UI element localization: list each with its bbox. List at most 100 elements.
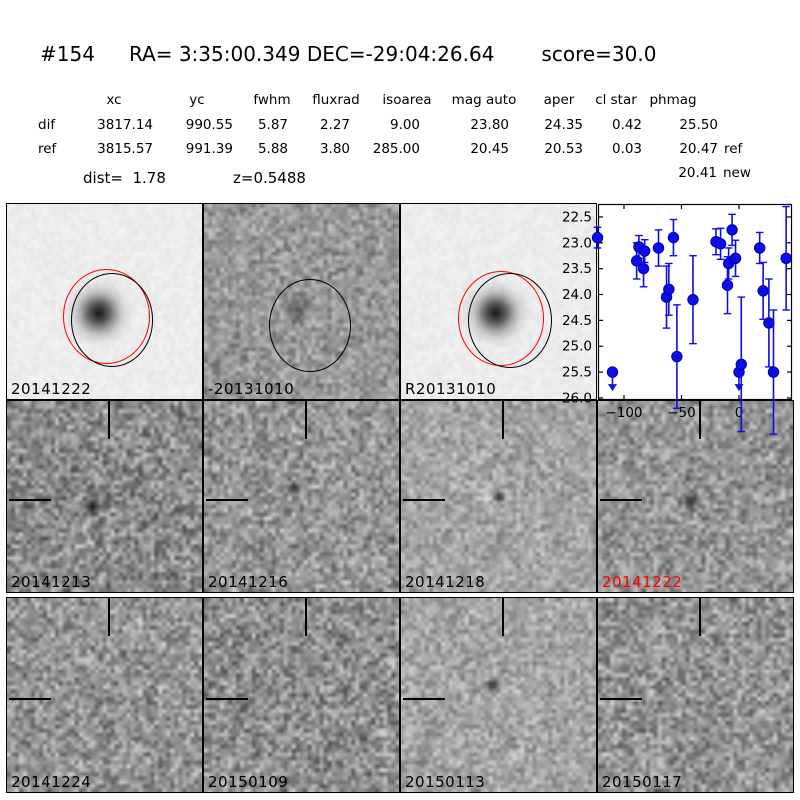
y-tick-label: 22.5 — [562, 209, 592, 225]
cell-dif-2: 5.87 — [258, 117, 288, 133]
y-tick-label: 24.5 — [562, 313, 592, 329]
cutout-image — [598, 401, 793, 592]
cutout-panel-row1--20131010: -20131010 — [203, 203, 400, 400]
cell-dif-1: 990.55 — [186, 117, 233, 133]
lightcurve-point — [672, 351, 682, 361]
row-label-dif: dif — [38, 117, 55, 133]
crosshair-tick-horizontal — [600, 698, 642, 700]
cutout-image — [401, 401, 596, 592]
cutout-label: -20131010 — [208, 380, 294, 398]
lightcurve-point — [754, 243, 764, 253]
cutout-label: 20141218 — [405, 573, 485, 591]
lightcurve-point — [730, 253, 740, 263]
cutout-panel-row2-20141213: 20141213 — [6, 400, 203, 593]
col-header-fwhm: fwhm — [253, 92, 290, 108]
cutout-panel-row3-20150109: 20150109 — [203, 597, 400, 793]
aperture-circle-black — [71, 273, 154, 367]
crosshair-tick-vertical — [108, 598, 110, 636]
redshift-value: z=0.5488 — [233, 169, 306, 187]
lightcurve-point — [639, 246, 649, 256]
aperture-circle-black — [468, 273, 552, 368]
cell-ref-2: 5.88 — [258, 141, 288, 157]
cell-dif-7: 0.42 — [612, 117, 642, 133]
crosshair-tick-vertical — [108, 401, 110, 439]
crosshair-tick-vertical — [502, 598, 504, 636]
cutout-panel-row1-20141222: 20141222 — [6, 203, 203, 400]
cell-ref-1: 991.39 — [186, 141, 233, 157]
lightcurve-point — [592, 232, 602, 242]
crosshair-tick-horizontal — [9, 499, 51, 501]
col-header-isoarea: isoarea — [382, 92, 431, 108]
cutout-image — [7, 401, 202, 592]
cell-dif-4: 9.00 — [390, 117, 420, 133]
cutout-panel-row2-20141216: 20141216 — [203, 400, 400, 593]
cutout-label: 20141216 — [208, 573, 288, 591]
lightcurve-point — [715, 239, 725, 249]
ra-value: RA= 3:35:00.349 — [129, 42, 301, 66]
cell-dif-3: 2.27 — [320, 117, 350, 133]
col-header-cl-star: cl star — [595, 92, 637, 108]
crosshair-tick-vertical — [699, 598, 701, 636]
crosshair-tick-horizontal — [600, 499, 642, 501]
cell-ref-6: 20.53 — [544, 141, 583, 157]
crosshair-tick-horizontal — [206, 499, 248, 501]
cutout-label: 20141222 — [11, 380, 91, 398]
cutout-panel-row3-20150113: 20150113 — [400, 597, 597, 793]
aperture-circle-black — [269, 279, 350, 372]
dist-value: dist= 1.78 — [83, 169, 166, 187]
phmag-ref-tag: ref — [724, 141, 742, 157]
cutout-label: 20150109 — [208, 773, 288, 791]
phmag-new-tag: new — [723, 165, 751, 181]
lightcurve-point — [736, 359, 746, 369]
y-tick-label: 23.0 — [562, 235, 592, 251]
crosshair-tick-horizontal — [206, 698, 248, 700]
cell-ref-5: 20.45 — [470, 141, 509, 157]
lightcurve-point — [664, 284, 674, 294]
y-tick-label: 24.0 — [562, 287, 592, 303]
cutout-image — [204, 401, 399, 592]
candidate-id: #154 — [40, 42, 95, 66]
lightcurve-point — [758, 286, 768, 296]
cell-ref-7: 0.03 — [612, 141, 642, 157]
lightcurve-point — [764, 318, 774, 328]
score-value: score=30.0 — [541, 42, 656, 66]
lightcurve-point — [781, 253, 791, 263]
cell-dif-0: 3817.14 — [97, 117, 153, 133]
col-header-mag-auto: mag auto — [452, 92, 517, 108]
col-header-phmag: phmag — [649, 92, 696, 108]
col-header-fluxrad: fluxrad — [312, 92, 359, 108]
col-header-aper: aper — [544, 92, 575, 108]
x-tick-label: −100 — [605, 405, 642, 421]
lightcurve-plot: 22.5 23.0 23.5 24.0 24.5 25.0 25.5 26.0 −100 −50 0 — [598, 204, 792, 400]
y-tick-label: 25.5 — [562, 365, 592, 381]
cutout-label: 20141222 — [602, 573, 682, 591]
lightcurve-point — [668, 232, 678, 242]
cutout-image — [7, 598, 202, 792]
lightcurve-point — [722, 280, 732, 290]
lightcurve-point — [727, 225, 737, 235]
lightcurve-point — [688, 294, 698, 304]
cell-ref-4: 285.00 — [373, 141, 420, 157]
y-tick-label: 26.0 — [562, 390, 592, 406]
cutout-image — [204, 598, 399, 792]
row-label-ref: ref — [38, 141, 56, 157]
cell-dif-5: 23.80 — [470, 117, 509, 133]
cutout-image — [598, 598, 793, 792]
y-tick-label: 23.5 — [562, 261, 592, 277]
cell-ref-3: 3.80 — [320, 141, 350, 157]
cutout-panel-row3-20150117: 20150117 — [597, 597, 794, 793]
cell-dif-6: 24.35 — [544, 117, 583, 133]
crosshair-tick-vertical — [699, 401, 701, 439]
crosshair-tick-horizontal — [403, 698, 445, 700]
col-header-yc: yc — [189, 92, 204, 108]
lightcurve-point — [768, 367, 778, 377]
lightcurve-point — [607, 367, 617, 377]
dec-value: DEC=-29:04:26.64 — [307, 42, 495, 66]
cutout-image — [401, 598, 596, 792]
cutout-label: 20150113 — [405, 773, 485, 791]
cutout-label: 20141213 — [11, 573, 91, 591]
col-header-xc: xc — [106, 92, 121, 108]
crosshair-tick-vertical — [305, 598, 307, 636]
cutout-panel-row2-20141218: 20141218 — [400, 400, 597, 593]
cutout-label: R20131010 — [405, 380, 496, 398]
